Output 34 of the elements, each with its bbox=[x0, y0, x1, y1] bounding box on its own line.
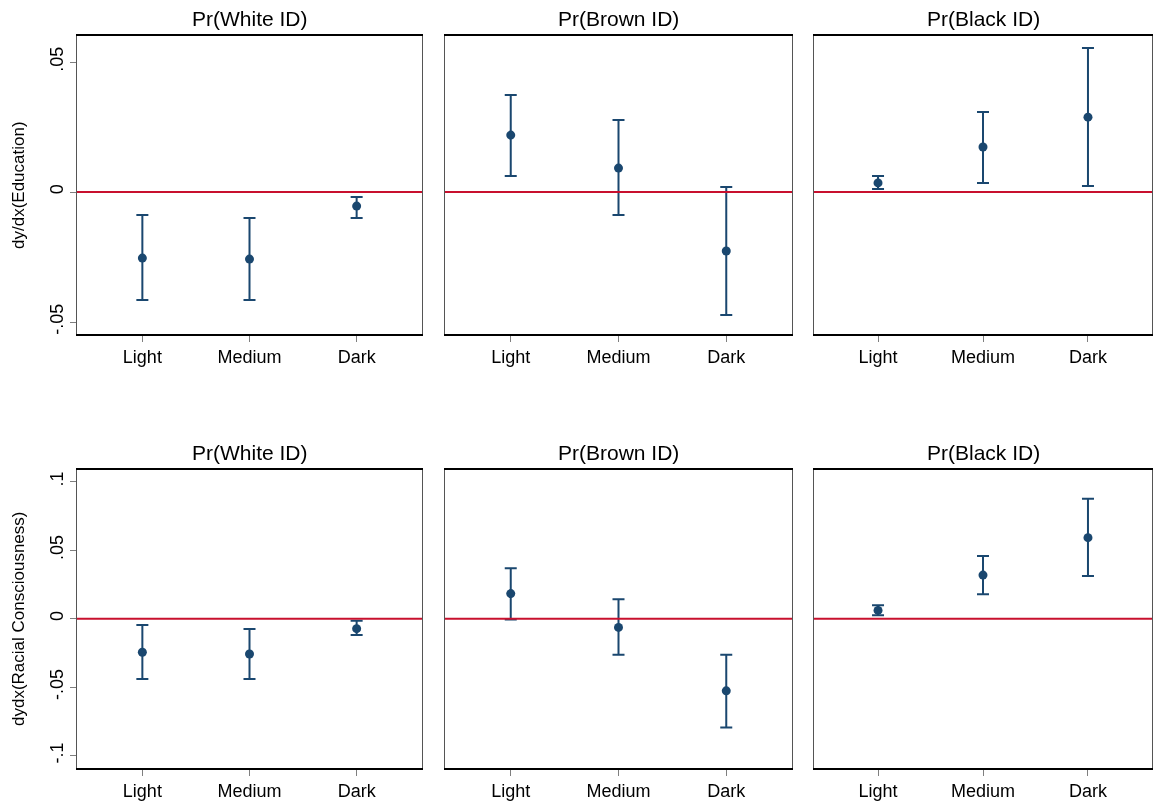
x-tick-label: Light bbox=[491, 781, 531, 802]
x-tick-label: Medium bbox=[586, 347, 651, 368]
y-axis-title: dy/dx(Education) bbox=[9, 121, 28, 249]
x-tick-label: Medium bbox=[950, 781, 1016, 802]
x-tick-label: Dark bbox=[707, 781, 747, 802]
chart-title: Pr(White ID) bbox=[192, 7, 308, 30]
y-tick-label: -.05 bbox=[46, 668, 67, 700]
x-tick-label: Light bbox=[858, 781, 898, 802]
y-tick-label: 0 bbox=[46, 610, 67, 621]
chart-title: Pr(Black ID) bbox=[927, 7, 1041, 30]
chart-title: Pr(Black ID) bbox=[927, 441, 1041, 464]
x-tick-label: Light bbox=[491, 347, 531, 368]
x-tick-label: Light bbox=[122, 347, 162, 368]
chart-title: Pr(Brown ID) bbox=[558, 7, 680, 30]
x-tick-label: Dark bbox=[1068, 347, 1108, 368]
y-tick-label: .1 bbox=[46, 471, 67, 487]
x-tick-label: Dark bbox=[1068, 781, 1108, 802]
x-tick-label: Medium bbox=[950, 347, 1016, 368]
x-tick-label: Light bbox=[858, 347, 898, 368]
x-tick-label: Medium bbox=[217, 781, 282, 802]
y-tick-label: 0 bbox=[46, 184, 67, 195]
x-tick-label: Dark bbox=[337, 781, 377, 802]
y-tick-label: .05 bbox=[46, 534, 67, 560]
y-tick-label: -.1 bbox=[46, 742, 67, 764]
y-tick-label: -.05 bbox=[46, 303, 67, 335]
x-tick-label: Dark bbox=[337, 347, 377, 368]
chart-title: Pr(Brown ID) bbox=[558, 441, 680, 464]
x-tick-label: Dark bbox=[707, 347, 747, 368]
y-tick-label: .05 bbox=[46, 46, 67, 72]
x-tick-label: Light bbox=[122, 781, 162, 802]
chart-title: Pr(White ID) bbox=[192, 441, 308, 464]
x-tick-label: Medium bbox=[586, 781, 651, 802]
y-axis-title: dydx(Racial Consciousness) bbox=[9, 511, 28, 726]
x-tick-label: Medium bbox=[217, 347, 282, 368]
